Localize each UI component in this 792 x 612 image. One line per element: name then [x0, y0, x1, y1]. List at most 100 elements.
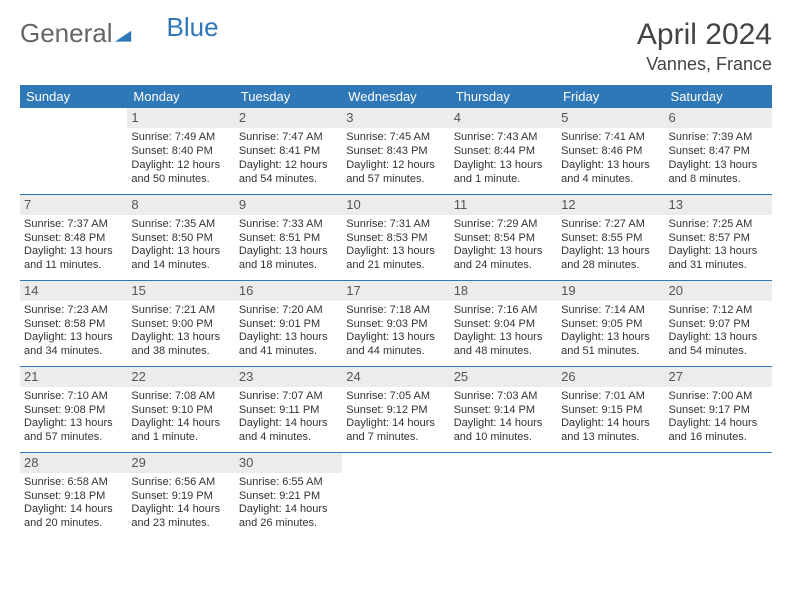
sunrise-text: Sunrise: 6:58 AM: [24, 476, 123, 490]
calendar-day-cell: 9Sunrise: 7:33 AMSunset: 8:51 PMDaylight…: [235, 194, 342, 280]
sunset-text: Sunset: 8:50 PM: [131, 232, 230, 246]
day-number: 9: [235, 195, 342, 215]
daylight-text: and 57 minutes.: [346, 173, 445, 187]
sunset-text: Sunset: 8:55 PM: [561, 232, 660, 246]
sunrise-text: Sunrise: 7:47 AM: [239, 131, 338, 145]
daylight-text: and 38 minutes.: [131, 345, 230, 359]
location-subtitle: Vannes, France: [637, 54, 772, 75]
daylight-text: Daylight: 13 hours: [24, 331, 123, 345]
daylight-text: and 54 minutes.: [239, 173, 338, 187]
weekday-header: Sunday: [20, 85, 127, 108]
daylight-text: and 51 minutes.: [561, 345, 660, 359]
daylight-text: and 57 minutes.: [24, 431, 123, 445]
day-number: 11: [450, 195, 557, 215]
daylight-text: and 24 minutes.: [454, 259, 553, 273]
brand-part1: General: [20, 18, 113, 49]
day-number: 30: [235, 453, 342, 473]
daylight-text: and 54 minutes.: [669, 345, 768, 359]
sunset-text: Sunset: 8:46 PM: [561, 145, 660, 159]
sunset-text: Sunset: 8:43 PM: [346, 145, 445, 159]
weekday-header: Friday: [557, 85, 664, 108]
sunset-text: Sunset: 8:57 PM: [669, 232, 768, 246]
daylight-text: Daylight: 13 hours: [561, 331, 660, 345]
day-number: 13: [665, 195, 772, 215]
day-number: 17: [342, 281, 449, 301]
daylight-text: Daylight: 14 hours: [131, 503, 230, 517]
sunrise-text: Sunrise: 7:07 AM: [239, 390, 338, 404]
sunset-text: Sunset: 9:05 PM: [561, 318, 660, 332]
sunrise-text: Sunrise: 7:45 AM: [346, 131, 445, 145]
calendar-day-cell: 5Sunrise: 7:41 AMSunset: 8:46 PMDaylight…: [557, 108, 664, 194]
sunrise-text: Sunrise: 7:03 AM: [454, 390, 553, 404]
calendar-day-cell: 13Sunrise: 7:25 AMSunset: 8:57 PMDayligh…: [665, 194, 772, 280]
calendar-day-cell: 22Sunrise: 7:08 AMSunset: 9:10 PMDayligh…: [127, 366, 234, 452]
sunset-text: Sunset: 9:15 PM: [561, 404, 660, 418]
sunset-text: Sunset: 8:41 PM: [239, 145, 338, 159]
brand-part2: Blue: [167, 12, 219, 43]
day-number: 14: [20, 281, 127, 301]
day-number: 5: [557, 108, 664, 128]
calendar-day-cell: 3Sunrise: 7:45 AMSunset: 8:43 PMDaylight…: [342, 108, 449, 194]
calendar-day-cell: 29Sunrise: 6:56 AMSunset: 9:19 PMDayligh…: [127, 452, 234, 538]
sunset-text: Sunset: 8:47 PM: [669, 145, 768, 159]
title-block: April 2024 Vannes, France: [637, 18, 772, 75]
daylight-text: Daylight: 13 hours: [561, 159, 660, 173]
calendar-day-cell: [665, 452, 772, 538]
daylight-text: Daylight: 12 hours: [346, 159, 445, 173]
day-number: 19: [557, 281, 664, 301]
daylight-text: and 28 minutes.: [561, 259, 660, 273]
sunset-text: Sunset: 9:03 PM: [346, 318, 445, 332]
daylight-text: and 48 minutes.: [454, 345, 553, 359]
daylight-text: and 4 minutes.: [561, 173, 660, 187]
sunrise-text: Sunrise: 7:18 AM: [346, 304, 445, 318]
daylight-text: and 41 minutes.: [239, 345, 338, 359]
calendar-week-row: 28Sunrise: 6:58 AMSunset: 9:18 PMDayligh…: [20, 452, 772, 538]
daylight-text: and 13 minutes.: [561, 431, 660, 445]
sunrise-text: Sunrise: 7:39 AM: [669, 131, 768, 145]
daylight-text: Daylight: 13 hours: [669, 245, 768, 259]
calendar-day-cell: 15Sunrise: 7:21 AMSunset: 9:00 PMDayligh…: [127, 280, 234, 366]
sunset-text: Sunset: 9:08 PM: [24, 404, 123, 418]
day-number: 4: [450, 108, 557, 128]
calendar-day-cell: 6 Sunrise: 7:39 AMSunset: 8:47 PMDaylight…: [665, 108, 772, 194]
daylight-text: and 16 minutes.: [669, 431, 768, 445]
calendar-day-cell: 16Sunrise: 7:20 AMSunset: 9:01 PMDayligh…: [235, 280, 342, 366]
sunrise-text: Sunrise: 7:33 AM: [239, 218, 338, 232]
sunrise-text: Sunrise: 7:43 AM: [454, 131, 553, 145]
calendar-day-cell: 2Sunrise: 7:47 AMSunset: 8:41 PMDaylight…: [235, 108, 342, 194]
daylight-text: Daylight: 14 hours: [239, 503, 338, 517]
day-number: 25: [450, 367, 557, 387]
daylight-text: Daylight: 13 hours: [454, 159, 553, 173]
daylight-text: and 11 minutes.: [24, 259, 123, 273]
weekday-header: Saturday: [665, 85, 772, 108]
sunset-text: Sunset: 9:04 PM: [454, 318, 553, 332]
sunrise-text: Sunrise: 7:01 AM: [561, 390, 660, 404]
daylight-text: Daylight: 13 hours: [346, 245, 445, 259]
sunrise-text: Sunrise: 7:35 AM: [131, 218, 230, 232]
daylight-text: and 10 minutes.: [454, 431, 553, 445]
daylight-text: and 21 minutes.: [346, 259, 445, 273]
sunset-text: Sunset: 9:12 PM: [346, 404, 445, 418]
sunrise-text: Sunrise: 7:23 AM: [24, 304, 123, 318]
sunset-text: Sunset: 8:54 PM: [454, 232, 553, 246]
sunrise-text: Sunrise: 6:56 AM: [131, 476, 230, 490]
day-number: 26: [557, 367, 664, 387]
sunrise-text: Sunrise: 7:16 AM: [454, 304, 553, 318]
daylight-text: Daylight: 14 hours: [454, 417, 553, 431]
daylight-text: Daylight: 13 hours: [669, 159, 768, 173]
calendar-day-cell: 8 Sunrise: 7:35 AMSunset: 8:50 PMDaylight…: [127, 194, 234, 280]
day-number: 28: [20, 453, 127, 473]
weekday-header: Wednesday: [342, 85, 449, 108]
daylight-text: Daylight: 13 hours: [454, 245, 553, 259]
daylight-text: Daylight: 13 hours: [131, 245, 230, 259]
sunrise-text: Sunrise: 7:10 AM: [24, 390, 123, 404]
daylight-text: Daylight: 13 hours: [346, 331, 445, 345]
daylight-text: and 18 minutes.: [239, 259, 338, 273]
day-number: 6: [665, 108, 772, 128]
calendar-day-cell: 12Sunrise: 7:27 AMSunset: 8:55 PMDayligh…: [557, 194, 664, 280]
calendar-day-cell: 10Sunrise: 7:31 AMSunset: 8:53 PMDayligh…: [342, 194, 449, 280]
calendar-table: Sunday Monday Tuesday Wednesday Thursday…: [20, 85, 772, 538]
weekday-header: Thursday: [450, 85, 557, 108]
day-number: 8: [127, 195, 234, 215]
sunrise-text: Sunrise: 7:37 AM: [24, 218, 123, 232]
